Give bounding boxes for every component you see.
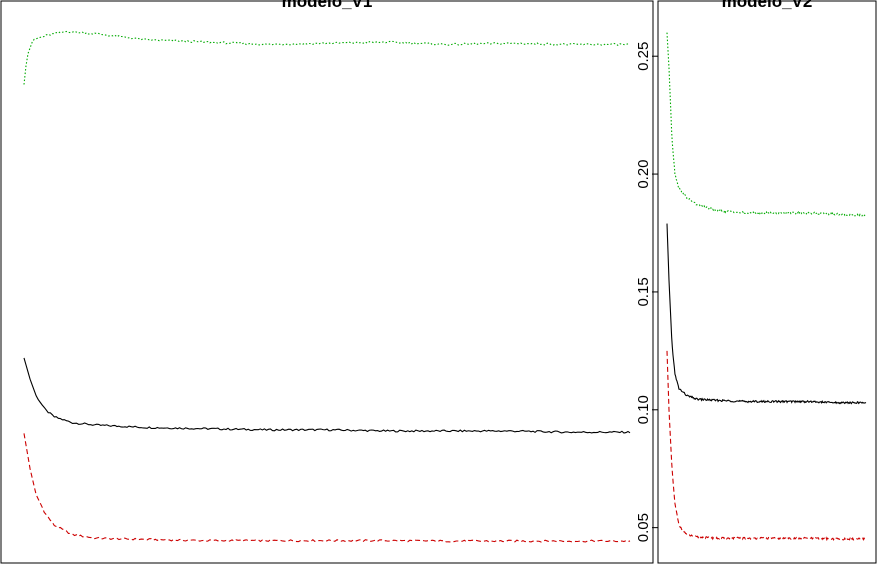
- y-tick-label: 0.10: [635, 395, 652, 424]
- panel-v2-series-group: [666, 32, 867, 542]
- panel-1-series-1-line: [23, 357, 631, 434]
- panel-v2-y-axis: 0.05 0.10 0.15 0.20 0.25: [635, 42, 658, 542]
- panel-v1-series-group: [23, 30, 631, 543]
- panel-1-series-3-line: [23, 30, 631, 85]
- y-tick-label: 0.25: [635, 42, 652, 71]
- panel-v1-frame: [0, 0, 654, 564]
- panel-v1-title: modelo_V1: [282, 0, 373, 11]
- panel-modelo-v2: modelo_V2 0.05 0.10 0.15 0.20 0.25: [635, 0, 877, 564]
- panel-2-series-1-line: [666, 223, 867, 405]
- y-tick-label: 0.05: [635, 513, 652, 542]
- panel-2-series-2-line: [666, 350, 867, 542]
- panel-1-series-2-line: [23, 433, 631, 543]
- panel-v2-title: modelo_V2: [722, 0, 813, 11]
- panel-2-series-3-line: [666, 32, 867, 217]
- panel-v2-frame: [657, 0, 877, 564]
- panel-modelo-v1: modelo_V1: [0, 0, 654, 564]
- y-tick-label: 0.15: [635, 277, 652, 306]
- y-tick-label: 0.20: [635, 159, 652, 188]
